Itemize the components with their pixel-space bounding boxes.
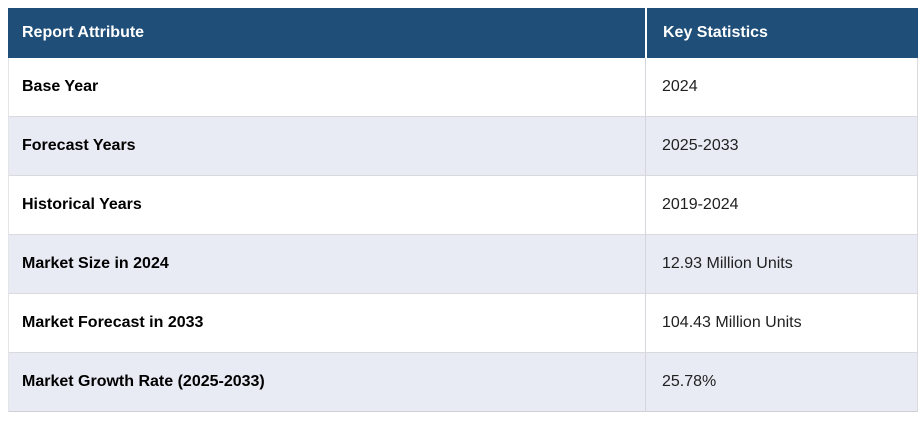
row-attribute: Market Growth Rate (2025-2033) [22,373,265,390]
row-attribute: Market Forecast in 2033 [22,314,204,331]
row-value: 104.43 Million Units [645,294,917,352]
table-row-market-forecast: Market Forecast in 2033 104.43 Million U… [9,294,917,353]
row-value: 25.78% [645,353,917,411]
row-value: 2024 [645,58,917,116]
row-attribute: Forecast Years [22,137,136,154]
column-header-key-statistics: Key Statistics [645,8,918,58]
table-body: Base Year 2024 Forecast Years 2025-2033 … [8,58,918,412]
table-row-historical-years: Historical Years 2019-2024 [9,176,917,235]
report-attributes-table: Report Attribute Key Statistics Base Yea… [8,8,918,412]
table-row-forecast-years: Forecast Years 2025-2033 [9,117,917,176]
table-row-market-growth-rate: Market Growth Rate (2025-2033) 25.78% [9,353,917,412]
table-row-base-year: Base Year 2024 [9,58,917,117]
row-attribute: Historical Years [22,196,142,213]
row-value: 12.93 Million Units [645,235,917,293]
row-value: 2019-2024 [645,176,917,234]
row-attribute: Market Size in 2024 [22,255,169,272]
row-value: 2025-2033 [645,117,917,175]
row-attribute: Base Year [22,78,99,95]
table-row-market-size: Market Size in 2024 12.93 Million Units [9,235,917,294]
table-header-row: Report Attribute Key Statistics [8,8,918,58]
column-header-report-attribute: Report Attribute [22,24,145,41]
